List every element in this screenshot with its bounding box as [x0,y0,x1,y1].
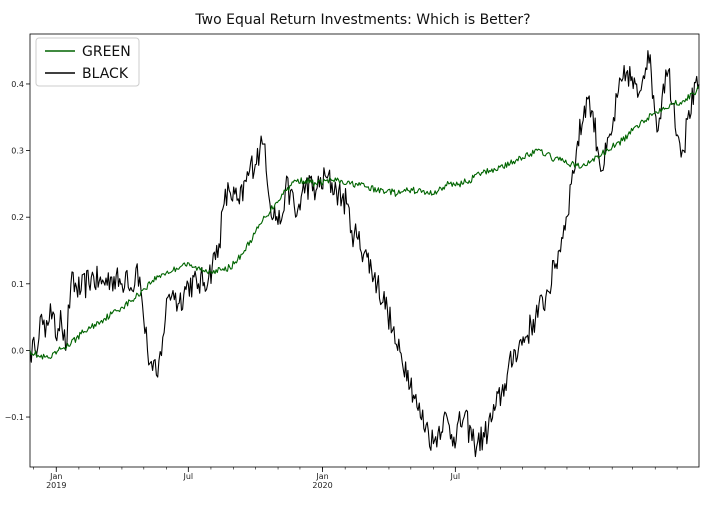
x-tick-label: Jan [49,472,62,481]
x-tick-label: Jan [315,472,328,481]
y-tick-label: 0.1 [11,280,24,289]
legend-label-black: BLACK [82,66,129,82]
series-layer [29,50,700,458]
series-line-green [29,86,700,360]
legend: GREEN BLACK [35,37,140,87]
y-axis: −0.1 0.0 0.1 0.2 0.3 0.4 [5,80,30,422]
x-tick-year-label: 2020 [312,481,332,490]
y-tick-label: 0.2 [11,213,24,222]
y-tick-label: 0.4 [11,80,24,89]
plot-frame [29,33,700,468]
y-tick-label: 0.3 [11,147,24,156]
y-tick-label: −0.1 [5,413,24,422]
x-tick-label: Jul [182,472,193,481]
x-tick-year-label: 2019 [46,481,66,490]
y-tick-label: 0.0 [11,346,24,355]
series-line-black [29,50,700,458]
chart-title: Two Equal Return Investments: Which is B… [194,12,530,28]
legend-box [35,37,140,87]
legend-label-green: GREEN [82,44,131,60]
x-tick-label: Jul [450,472,461,481]
